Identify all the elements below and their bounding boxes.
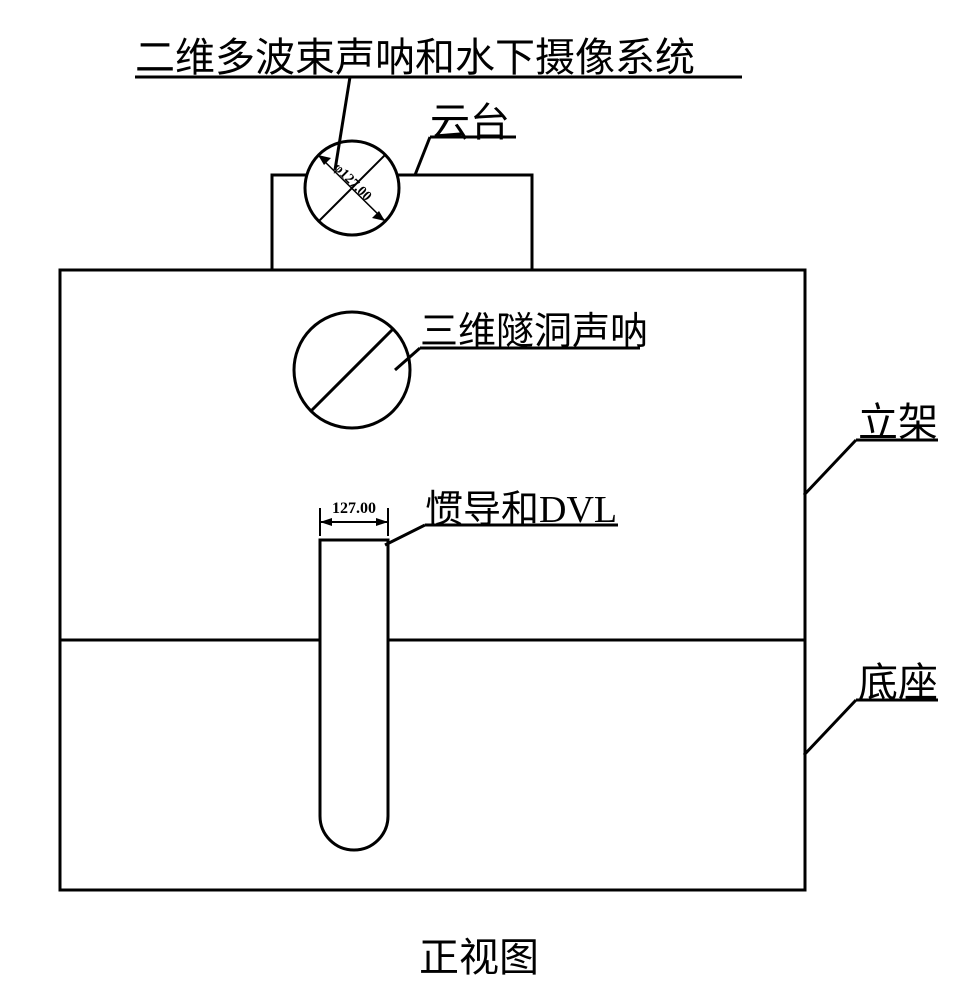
label-gimbal: 云台	[430, 90, 510, 148]
callout-gimbal	[415, 137, 430, 175]
dim-arrow-right	[376, 518, 388, 526]
label-tunnel-sonar: 三维隧洞声呐	[420, 300, 648, 355]
callout-ins	[385, 525, 425, 545]
tube-shape	[320, 540, 388, 850]
diagram-container: 二维多波束声呐和水下摄像系统 云台 三维隧洞声呐 惯导和DVL 立架 底座 φ1…	[0, 0, 958, 1000]
title-text: 正视图	[419, 925, 539, 983]
label-ins-dvl: 惯导和DVL	[425, 478, 617, 533]
mid-circle-slash	[311, 329, 393, 411]
dim-arrow-left	[320, 518, 332, 526]
label-stand: 立架	[858, 390, 938, 448]
label-sonar-camera: 二维多波束声呐和水下摄像系统	[135, 25, 695, 83]
label-base: 底座	[858, 650, 938, 708]
main-box	[60, 270, 805, 890]
callout-stand	[804, 440, 856, 495]
dim-tube-width: 127.00	[332, 500, 376, 518]
callout-base	[804, 700, 856, 755]
